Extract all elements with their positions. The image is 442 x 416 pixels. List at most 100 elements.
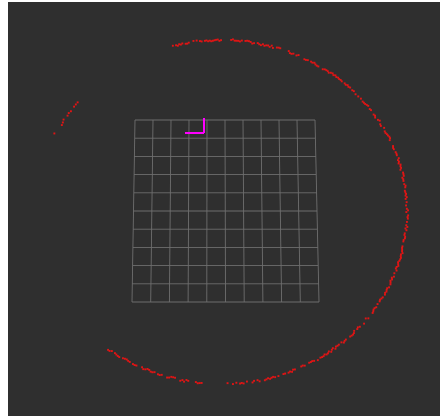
scan-point xyxy=(256,42,259,44)
scan-point xyxy=(146,368,149,370)
scan-point xyxy=(127,359,130,362)
scan-point xyxy=(218,39,221,42)
scan-point xyxy=(132,363,134,365)
scan-point xyxy=(330,350,333,353)
grid-col-line xyxy=(224,119,226,303)
scan-point xyxy=(226,382,229,385)
scan-point xyxy=(375,306,378,309)
scan-point xyxy=(323,353,326,356)
scan-point xyxy=(393,275,395,278)
scan-point xyxy=(246,380,248,383)
scan-point xyxy=(364,103,367,105)
scan-point xyxy=(313,61,316,64)
grid-col-line xyxy=(278,119,283,303)
scan-point xyxy=(343,339,346,342)
scan-point xyxy=(270,44,273,47)
ground-grid xyxy=(131,119,320,303)
scan-point xyxy=(118,356,121,358)
scan-point xyxy=(384,293,386,296)
scan-point xyxy=(246,39,249,42)
scan-point xyxy=(404,184,407,187)
scan-point xyxy=(200,382,203,384)
scan-point xyxy=(325,69,328,72)
scan-point xyxy=(399,165,402,168)
scan-point xyxy=(171,44,174,47)
scan-point xyxy=(275,46,278,49)
scan-point xyxy=(263,44,266,47)
scan-point xyxy=(151,371,154,374)
scan-point xyxy=(242,382,245,385)
scan-point xyxy=(327,71,330,74)
scan-point xyxy=(404,235,407,238)
scan-point xyxy=(175,44,177,47)
scan-point xyxy=(183,380,185,383)
scan-point xyxy=(354,93,357,96)
scan-point xyxy=(178,43,181,46)
scan-point xyxy=(208,39,211,42)
scan-point xyxy=(402,238,405,241)
scan-point xyxy=(311,61,314,64)
scan-point xyxy=(306,59,309,62)
scan-point xyxy=(313,359,316,362)
scan-point xyxy=(115,353,118,356)
scan-point xyxy=(395,269,398,272)
scan-point xyxy=(144,368,147,371)
scan-point xyxy=(406,226,409,228)
scan-point xyxy=(389,137,391,140)
scan-point xyxy=(352,333,354,336)
scan-point xyxy=(402,174,405,177)
scan-point xyxy=(70,110,72,113)
scan-point xyxy=(265,44,268,47)
scan-point xyxy=(311,360,314,362)
scan-point xyxy=(395,154,398,157)
scan-point xyxy=(332,74,335,77)
scan-point xyxy=(240,39,243,42)
scan-point xyxy=(340,341,343,344)
scan-point xyxy=(389,281,392,284)
scan-point xyxy=(303,364,306,367)
scan-point xyxy=(329,71,332,74)
scan-point xyxy=(337,76,340,79)
scan-point xyxy=(351,89,354,92)
scan-point xyxy=(398,160,400,163)
scan-point xyxy=(361,100,364,103)
scan-point xyxy=(402,171,404,174)
scan-point xyxy=(372,308,375,311)
scan-point xyxy=(230,39,233,41)
scan-point xyxy=(403,234,406,236)
scan-point xyxy=(399,168,402,171)
scan-point xyxy=(108,350,111,352)
scan-point xyxy=(401,245,404,248)
scan-point xyxy=(404,186,407,189)
grid-col-line xyxy=(242,119,245,303)
scene-canvas[interactable] xyxy=(8,2,440,416)
scan-point xyxy=(292,52,295,55)
scan-point xyxy=(353,332,355,334)
grid-col-line xyxy=(260,119,264,303)
scan-point xyxy=(399,255,402,258)
scan-point xyxy=(405,229,408,232)
scan-point xyxy=(176,44,179,47)
scan-point xyxy=(379,123,382,126)
scan-point xyxy=(128,361,131,363)
scan-point xyxy=(125,358,128,361)
scan-point xyxy=(260,44,262,47)
scan-point xyxy=(399,163,402,166)
scan-point xyxy=(397,157,400,160)
scan-point xyxy=(73,105,75,108)
scan-point xyxy=(235,39,238,42)
scan-point xyxy=(141,366,143,369)
scan-point xyxy=(258,380,261,383)
scan-point xyxy=(403,183,406,186)
scan-point xyxy=(116,355,119,357)
scan-point xyxy=(186,42,189,45)
scan-point xyxy=(256,379,259,382)
scan-point xyxy=(135,364,138,367)
scan-point xyxy=(367,317,370,320)
scan-point xyxy=(334,74,337,77)
scan-point xyxy=(401,176,404,179)
scan-point xyxy=(198,382,201,384)
3d-viewport[interactable] xyxy=(8,2,440,416)
scan-point xyxy=(358,325,361,328)
scan-point xyxy=(385,133,388,136)
